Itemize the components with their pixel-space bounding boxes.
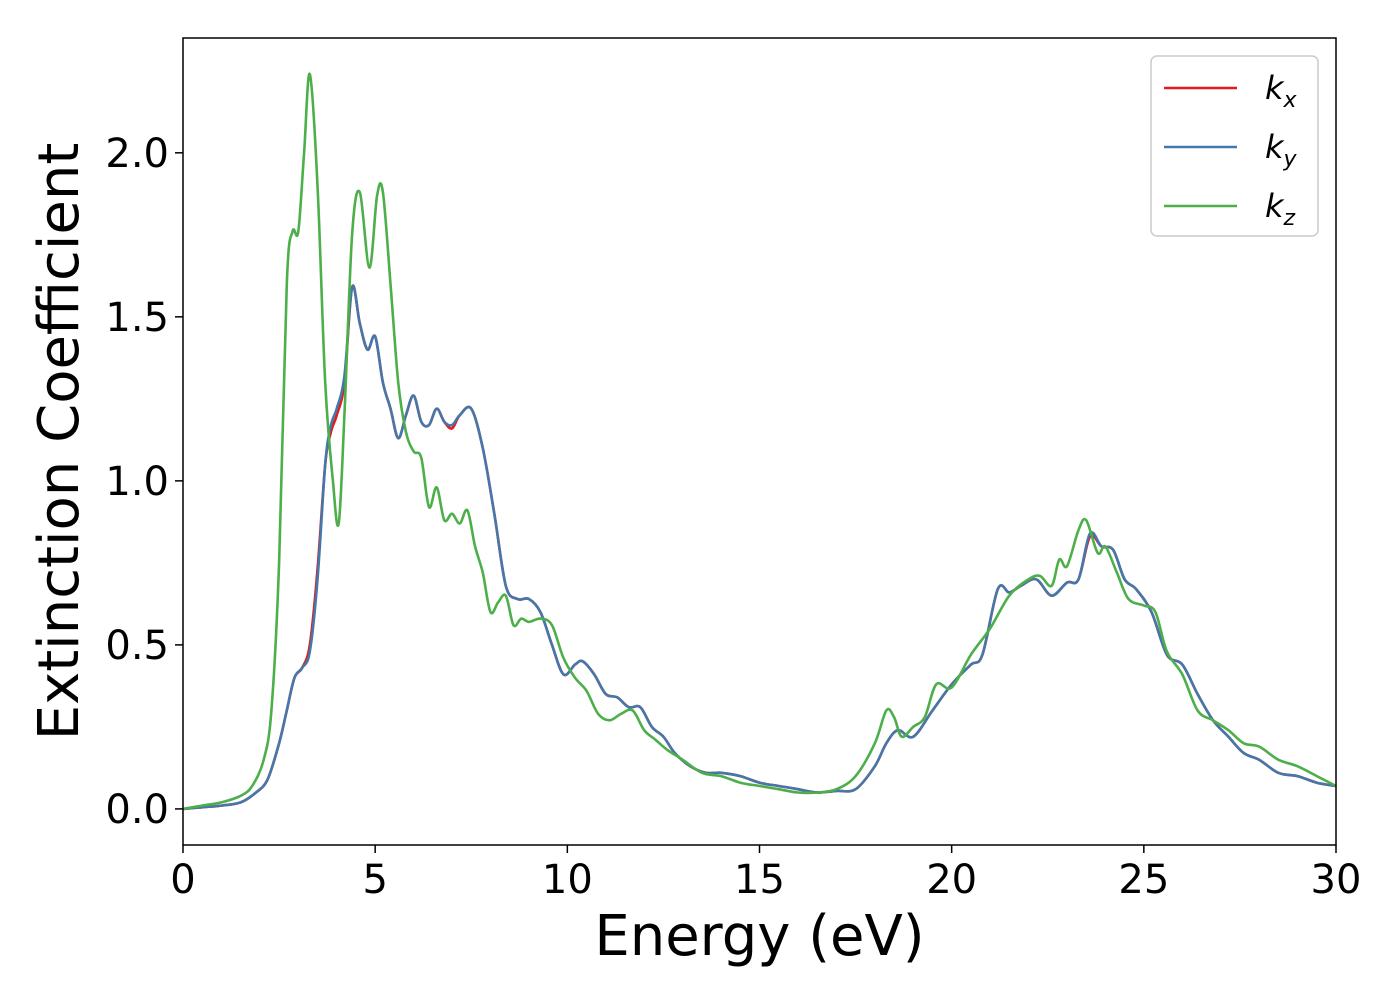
legend-label-kz: kz [1265, 187, 1296, 231]
x-axis-ticks: 0 5 10 15 20 25 30 [170, 845, 1361, 903]
y-tick-label: 1.5 [105, 295, 169, 341]
x-tick-label: 25 [1118, 857, 1169, 903]
legend-label-ky: ky [1265, 128, 1298, 172]
legend: kx ky kz [1150, 55, 1319, 237]
series-line-kz [182, 72, 1337, 811]
series-layer [182, 72, 1337, 811]
x-tick-label: 0 [170, 857, 195, 903]
x-tick-label: 30 [1311, 857, 1362, 903]
y-tick-label: 0.0 [105, 787, 169, 833]
series-line-kx [182, 284, 1337, 811]
y-tick-label: 1.0 [105, 459, 169, 505]
x-axis-title: Energy (eV) [594, 904, 924, 969]
x-tick-label: 20 [926, 857, 977, 903]
y-axis-ticks: 0.0 0.5 1.0 1.5 2.0 [105, 131, 183, 833]
series-line-ky [182, 284, 1337, 811]
y-tick-label: 0.5 [105, 623, 169, 669]
x-tick-label: 15 [734, 857, 785, 903]
x-tick-label: 5 [362, 857, 387, 903]
y-tick-label: 2.0 [105, 131, 169, 177]
legend-label-kx: kx [1265, 69, 1298, 113]
y-axis-title: Extinction Coefficient [27, 143, 92, 741]
x-tick-label: 10 [542, 857, 593, 903]
